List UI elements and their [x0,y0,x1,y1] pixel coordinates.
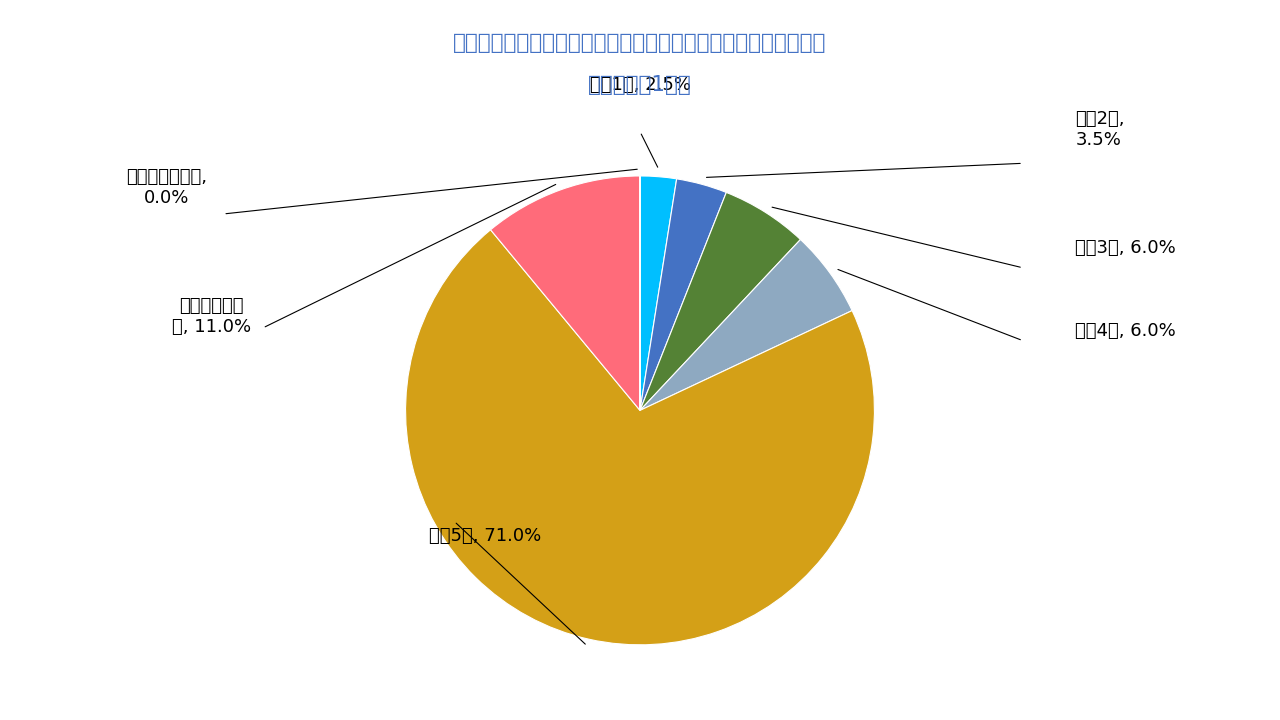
Text: 週に4回, 6.0%: 週に4回, 6.0% [1075,323,1176,340]
Text: 週に1回, 2.5%: 週に1回, 2.5% [590,76,690,94]
Wedge shape [640,176,677,410]
Text: 出社していない,
0.0%: 出社していない, 0.0% [125,168,207,207]
Text: （お答えは1つ）: （お答えは1つ） [588,75,692,95]
Wedge shape [406,230,874,645]
Wedge shape [640,179,726,410]
Text: 週に5回, 71.0%: 週に5回, 71.0% [429,527,541,546]
Text: 週に3回, 6.0%: 週に3回, 6.0% [1075,239,1176,257]
Text: 週に2回,
3.5%: 週に2回, 3.5% [1075,110,1125,149]
Wedge shape [640,192,800,410]
Text: あなたは現在どのくらいの頻度でオフィスに出社していますか？: あなたは現在どのくらいの頻度でオフィスに出社していますか？ [453,33,827,53]
Text: 上記以上の頻
度, 11.0%: 上記以上の頻 度, 11.0% [172,297,251,336]
Wedge shape [640,240,852,410]
Wedge shape [490,176,640,410]
